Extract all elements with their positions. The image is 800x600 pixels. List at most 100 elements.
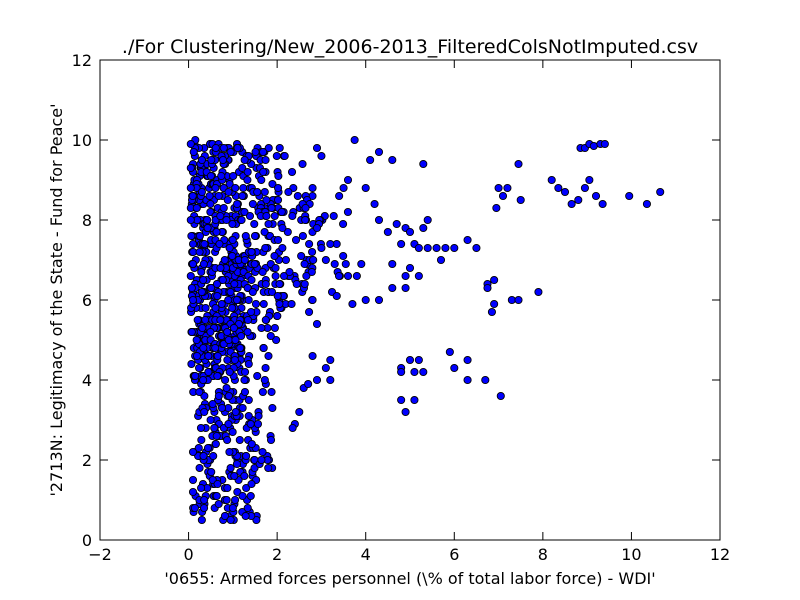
data-point [237, 215, 246, 225]
data-point [246, 491, 255, 501]
data-point [326, 355, 335, 365]
data-point [197, 267, 206, 277]
data-point [585, 175, 594, 185]
data-point [284, 187, 293, 197]
data-point [254, 411, 263, 421]
data-point [200, 239, 209, 249]
data-point [241, 511, 250, 521]
data-point [341, 259, 350, 269]
data-point [206, 199, 215, 209]
data-point [259, 167, 268, 177]
data-point [329, 211, 338, 221]
data-point [264, 219, 273, 229]
data-point [229, 171, 238, 181]
data-point [304, 379, 313, 389]
data-point [186, 215, 195, 225]
data-point [274, 183, 283, 193]
data-point [187, 359, 196, 369]
data-point [445, 347, 454, 357]
x-tick-label: 2 [272, 545, 282, 564]
y-tick-label: 8 [82, 211, 92, 230]
data-point [200, 503, 209, 513]
data-point [222, 383, 231, 393]
data-point [267, 203, 276, 213]
data-point [642, 199, 651, 209]
x-tick-label: 10 [621, 545, 641, 564]
data-point [206, 327, 215, 337]
y-tick-label: 6 [82, 291, 92, 310]
data-point [226, 515, 235, 525]
data-point [245, 211, 255, 221]
data-point [201, 315, 210, 325]
data-point [397, 367, 406, 377]
data-point [247, 275, 256, 285]
data-point [288, 423, 297, 433]
data-point [388, 259, 397, 269]
data-point [507, 295, 516, 305]
data-point [232, 459, 241, 469]
data-point [226, 463, 235, 473]
data-point [419, 367, 428, 377]
data-point [401, 271, 410, 281]
data-point [192, 351, 202, 361]
data-point [223, 327, 232, 337]
data-point [436, 255, 446, 265]
data-point [238, 403, 247, 413]
data-point [261, 155, 270, 165]
data-point [217, 299, 226, 309]
data-point [352, 271, 361, 281]
data-point [259, 343, 268, 353]
data-point [463, 235, 472, 245]
data-point [210, 423, 219, 433]
data-point [243, 175, 252, 185]
data-point [231, 495, 240, 505]
data-point [235, 435, 244, 445]
data-point [288, 211, 297, 221]
data-point [203, 215, 212, 225]
data-point [273, 291, 282, 301]
data-point [240, 387, 250, 397]
data-point [216, 211, 225, 221]
data-point [248, 199, 257, 209]
data-point [232, 295, 242, 305]
data-point [236, 343, 245, 353]
data-point [279, 271, 289, 281]
data-point [247, 479, 256, 489]
data-point [350, 135, 359, 145]
data-point [192, 335, 201, 345]
data-point [275, 299, 284, 309]
data-point [223, 195, 232, 205]
data-point [199, 375, 208, 385]
data-point [216, 263, 225, 273]
data-point [230, 355, 239, 365]
data-point [207, 467, 216, 477]
data-point [317, 151, 326, 161]
data-point [463, 355, 472, 365]
data-point [258, 267, 267, 277]
data-point [250, 231, 260, 241]
data-point [225, 179, 234, 189]
data-point [188, 447, 198, 457]
data-point [244, 411, 253, 421]
data-point [272, 335, 281, 345]
data-point [238, 491, 247, 501]
data-point [233, 487, 242, 497]
data-point [211, 303, 220, 313]
data-point [339, 183, 348, 193]
data-point [244, 295, 253, 305]
data-point [297, 251, 306, 261]
data-point [441, 243, 450, 253]
data-point [271, 271, 280, 281]
data-point [199, 451, 208, 461]
data-point [405, 263, 415, 273]
data-point [598, 199, 607, 209]
data-point [248, 287, 257, 297]
data-point [321, 255, 330, 265]
data-point [388, 155, 397, 165]
data-point [272, 151, 281, 161]
data-point [600, 139, 609, 149]
data-point [591, 191, 601, 201]
data-point [207, 155, 216, 165]
data-point [230, 279, 239, 289]
data-point [287, 167, 297, 177]
